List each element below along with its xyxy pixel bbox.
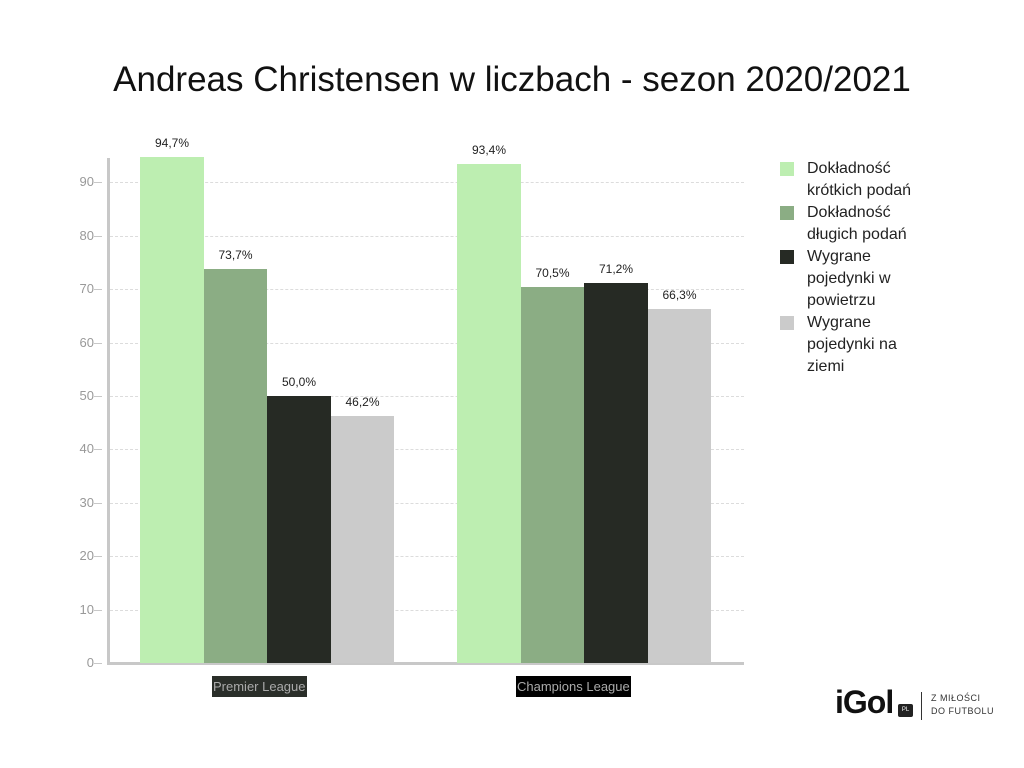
legend-label: Wygrane [807, 314, 871, 331]
legend-swatch-icon [780, 162, 794, 176]
bar-value-label: 50,0% [281, 375, 317, 389]
legend-item: Wygrane pojedynki na ziemi [780, 312, 960, 378]
bar-value-label: 73,7% [218, 248, 253, 263]
y-tick [94, 449, 102, 451]
legend-label: pojedynki w [807, 270, 891, 287]
y-tick [94, 235, 102, 237]
y-tick-label: 80 [79, 227, 94, 243]
chart-title: Andreas Christensen w liczbach - sezon 2… [113, 60, 911, 99]
tagline: Z MIŁOŚCI DO FUTBOLU [931, 692, 994, 718]
x-axis [107, 662, 744, 665]
bar [267, 396, 331, 663]
y-tick-label: 30 [79, 494, 94, 510]
y-tick-label: 20 [79, 548, 94, 564]
gridline [110, 396, 744, 397]
bar [330, 416, 394, 663]
y-tick-label: 60 [79, 334, 94, 350]
y-tick [94, 663, 102, 664]
gridline [110, 235, 744, 237]
bar [203, 269, 267, 663]
bar-value-label: 70,5% [535, 265, 570, 280]
y-tick-label: 70 [79, 281, 94, 297]
y-tick-label: 90 [79, 174, 94, 190]
bar-value-label: 94,7% [154, 136, 190, 151]
bar-value-label: 93,4% [471, 143, 507, 158]
legend-swatch-icon [780, 250, 794, 264]
legend-label: powietrzu [807, 292, 876, 309]
legend: Dokładność krótkich podań Dokładność długic… [780, 158, 960, 378]
bar [457, 164, 521, 663]
legend-label: Dokładność [807, 204, 891, 221]
gridline [110, 556, 744, 558]
tagline-line-1: Z MIŁOŚCI [931, 693, 981, 703]
y-tick [94, 289, 102, 291]
gridline [110, 182, 744, 184]
legend-swatch-icon [780, 206, 794, 220]
tagline-line-2: DO FUTBOLU [931, 706, 995, 716]
y-tick [94, 396, 102, 397]
y-tick-label: 40 [79, 441, 94, 457]
y-tick [94, 609, 102, 611]
y-tick [94, 502, 102, 504]
igol-logo: iGol [835, 684, 894, 720]
legend-label: Dokładność [807, 160, 891, 177]
legend-item: Dokładność długich podań [780, 202, 960, 246]
bar [520, 286, 584, 663]
gridline [110, 449, 744, 451]
legend-label: krótkich podań [807, 182, 912, 199]
legend-label: pojedynki na [807, 336, 897, 353]
bar [140, 157, 204, 663]
bar-value-label: 46,2% [345, 395, 380, 410]
legend-label: długich podań [807, 226, 907, 243]
legend-item: Wygrane pojedynki w powietrzu [780, 246, 960, 312]
y-axis [107, 158, 110, 665]
gridline [110, 502, 744, 504]
divider [921, 692, 922, 720]
bar-value-label: 71,2% [598, 261, 634, 276]
x-category-label: Champions League [516, 676, 631, 697]
legend-label: Wygrane [807, 248, 871, 265]
y-tick [94, 556, 102, 558]
gridline [110, 289, 744, 291]
bar [647, 308, 711, 663]
bar-value-label: 66,3% [662, 287, 697, 302]
legend-swatch-icon [780, 316, 794, 330]
gridline [110, 609, 744, 611]
x-category-label: Premier League [212, 676, 307, 697]
pl-badge-icon: PL [898, 704, 913, 717]
legend-item: Dokładność krótkich podań [780, 158, 960, 202]
y-tick-label: 10 [79, 601, 94, 617]
y-tick-label: 0 [86, 655, 94, 670]
legend-label: ziemi [807, 358, 845, 375]
gridline [110, 342, 744, 344]
y-tick [94, 342, 102, 344]
y-tick-label: 50 [79, 388, 94, 403]
bar [584, 282, 648, 663]
y-tick [94, 182, 102, 184]
